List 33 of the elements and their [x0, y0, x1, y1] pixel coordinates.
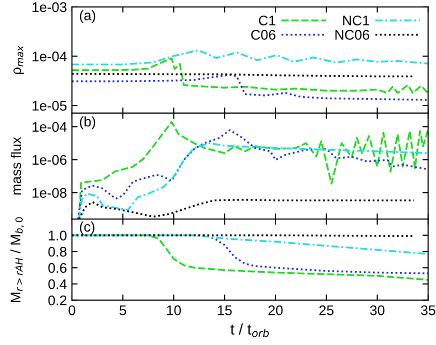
y-axis-title: ρ$_{max}$	[13, 46, 24, 74]
y-tick-label: 1e-04	[32, 122, 67, 132]
legend-label: C06	[251, 30, 276, 40]
line-series	[72, 74, 428, 101]
legend-label: NC1	[343, 16, 370, 26]
y-tick-label: 1e-06	[32, 155, 66, 165]
x-tick-label: 10	[167, 305, 181, 316]
y-axis-title: mass flux	[10, 136, 22, 195]
legend-label: C1	[258, 16, 276, 26]
x-tick-label: 0	[68, 305, 76, 316]
y-tick-label: 0.2	[48, 295, 66, 306]
annotation: (a)	[80, 10, 96, 24]
y-tick-label: 0.4	[48, 279, 67, 290]
line-series	[72, 58, 428, 94]
y-tick-label: 1e-05	[32, 100, 66, 111]
annotation: (c)	[80, 222, 94, 234]
annotation: (b)	[80, 116, 96, 130]
x-tick-label: 20	[268, 305, 283, 316]
legend-label: NC06	[335, 30, 370, 40]
x-tick-label: 5	[120, 306, 126, 316]
y-axis-title: M$_{r>rAH}$ / M$_{b,0}$	[10, 217, 24, 302]
y-tick-label: 1.0	[48, 230, 67, 240]
y-tick-label: 1e-08	[32, 188, 66, 198]
line-series	[72, 49, 428, 66]
x-axis-title: t / t$_{orb}$	[230, 323, 269, 338]
x-tick-label: 30	[370, 305, 384, 316]
y-tick-label: 1e-04	[32, 52, 67, 62]
y-tick-label: 0.6	[48, 263, 66, 273]
x-tick-label: 15	[218, 306, 232, 316]
x-tick-label: 35	[420, 305, 436, 316]
y-tick-label: 0.8	[48, 246, 66, 257]
y-tick-label: 1e-03	[32, 2, 66, 12]
x-tick-label: 25	[319, 305, 334, 316]
